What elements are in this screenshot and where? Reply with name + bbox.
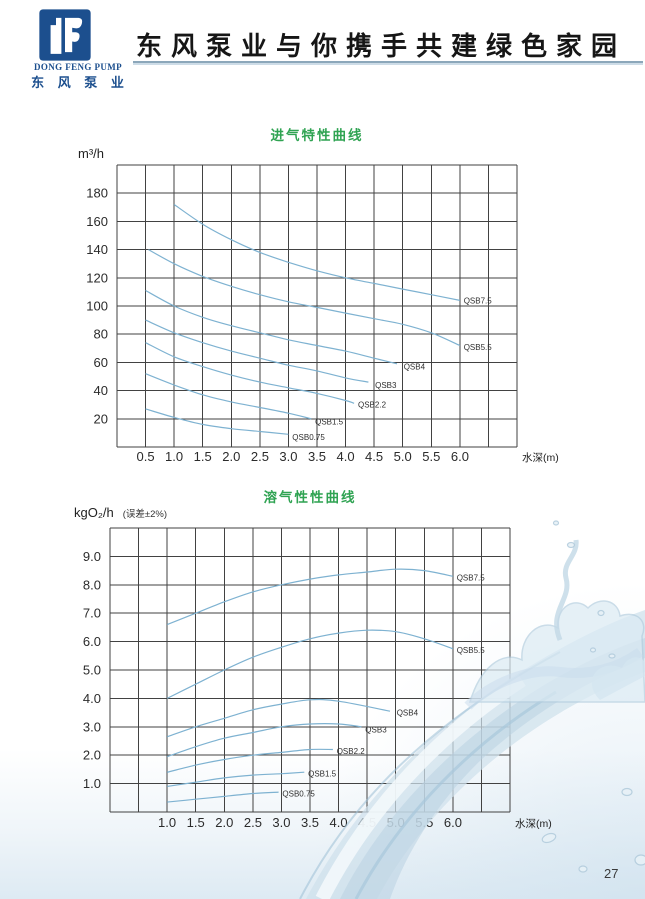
header-slogan: 东风泵业与你携手共建绿色家园 [136,32,627,60]
svg-text:20: 20 [94,411,108,426]
svg-text:9.0: 9.0 [83,549,101,564]
svg-text:水深(m): 水深(m) [515,818,552,830]
svg-text:3.0: 3.0 [279,449,297,464]
svg-text:1.5: 1.5 [194,449,212,464]
svg-text:2.0: 2.0 [83,748,101,763]
svg-text:2.0: 2.0 [215,815,233,830]
svg-text:120: 120 [86,270,108,285]
svg-text:QSB3: QSB3 [365,726,387,735]
svg-text:QSB3: QSB3 [375,381,397,390]
page-number: 27 [604,866,619,881]
logo-text-en: DONG FENG PUMP [33,62,123,72]
svg-text:4.5: 4.5 [358,815,376,830]
svg-text:1.0: 1.0 [83,776,101,791]
svg-text:4.0: 4.0 [83,691,101,706]
dongfeng-logo-icon [39,9,91,61]
svg-text:3.5: 3.5 [308,449,326,464]
aeration-unit-label: kgO₂/h [74,505,114,520]
aeration-chart-unit: kgO₂/h (误差±2%) [74,505,167,520]
svg-text:3.0: 3.0 [83,719,101,734]
svg-text:4.5: 4.5 [365,449,383,464]
svg-text:4.0: 4.0 [337,449,355,464]
svg-text:1.5: 1.5 [187,815,205,830]
svg-text:6.0: 6.0 [444,815,462,830]
svg-text:2.5: 2.5 [251,449,269,464]
svg-text:1.0: 1.0 [165,449,183,464]
svg-text:0.5: 0.5 [137,449,155,464]
logo-text-zh: 东 风 泵 业 [31,75,129,90]
header-rule [133,61,643,63]
svg-text:140: 140 [86,242,108,257]
svg-text:2.5: 2.5 [244,815,262,830]
svg-text:6.0: 6.0 [451,449,469,464]
svg-text:2.0: 2.0 [222,449,240,464]
svg-text:QSB2.2: QSB2.2 [337,747,366,756]
svg-text:QSB1.5: QSB1.5 [315,418,344,427]
svg-text:QSB5.5: QSB5.5 [464,343,493,352]
svg-text:QSB5.5: QSB5.5 [457,646,486,655]
svg-text:5.0: 5.0 [387,815,405,830]
svg-text:6.0: 6.0 [83,634,101,649]
svg-text:QSB0.75: QSB0.75 [282,790,315,799]
svg-text:160: 160 [86,214,108,229]
svg-text:5.0: 5.0 [394,449,412,464]
svg-text:100: 100 [86,299,108,314]
svg-text:QSB2.2: QSB2.2 [358,401,387,410]
svg-text:3.0: 3.0 [272,815,290,830]
svg-text:7.0: 7.0 [83,606,101,621]
svg-text:5.5: 5.5 [422,449,440,464]
svg-text:80: 80 [94,327,108,342]
svg-text:60: 60 [94,355,108,370]
aeration-error-note: (误差±2%) [122,509,168,520]
svg-text:QSB7.5: QSB7.5 [457,574,486,583]
svg-text:3.5: 3.5 [301,815,319,830]
svg-text:1.0: 1.0 [158,815,176,830]
svg-text:QSB4: QSB4 [404,363,426,372]
svg-text:8.0: 8.0 [83,577,101,592]
svg-text:QSB4: QSB4 [397,709,419,718]
svg-text:40: 40 [94,383,108,398]
svg-text:QSB0.75: QSB0.75 [292,433,325,442]
intake-chart-unit: m³/h [78,146,104,161]
svg-text:QSB7.5: QSB7.5 [464,296,493,305]
svg-text:4.0: 4.0 [330,815,348,830]
svg-text:QSB1.5: QSB1.5 [308,770,337,779]
intake-chart-title: 进气特性曲线 [270,128,364,143]
svg-text:5.0: 5.0 [83,663,101,678]
svg-text:180: 180 [86,186,108,201]
svg-text:水深(m): 水深(m) [522,452,559,464]
aeration-chart-title: 溶气性性曲线 [263,490,357,505]
svg-text:5.5: 5.5 [415,815,433,830]
